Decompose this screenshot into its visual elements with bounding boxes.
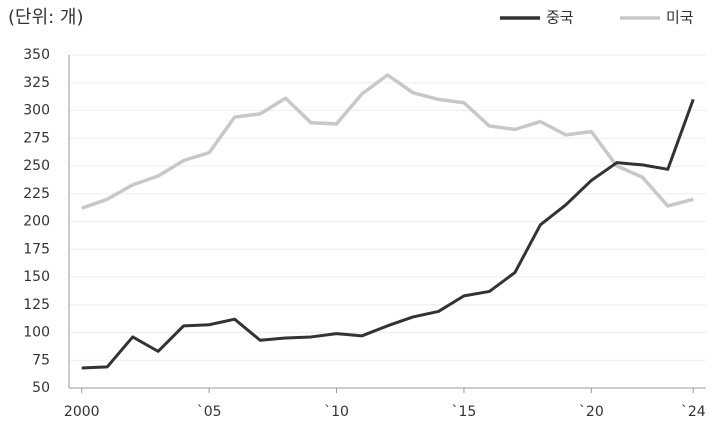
x-tick-label: `24 — [681, 404, 706, 420]
y-tick-label: 175 — [23, 241, 50, 257]
x-tick-label: `15 — [452, 404, 477, 420]
y-tick-label: 350 — [23, 47, 50, 63]
y-tick-label: 200 — [23, 214, 50, 230]
series-line — [81, 73, 694, 210]
unit-label: (단위: 개) — [8, 7, 84, 28]
x-tick-label: `05 — [197, 404, 222, 420]
y-tick-label: 250 — [23, 158, 50, 174]
legend-label: 미국 — [666, 9, 694, 27]
x-tick-label: 2000 — [64, 404, 100, 420]
y-tick-label: 50 — [32, 380, 50, 396]
x-tick-label: `20 — [579, 404, 604, 420]
y-tick-label: 75 — [32, 352, 50, 368]
y-tick-label: 275 — [23, 130, 50, 146]
x-tick-label: `10 — [324, 404, 349, 420]
y-tick-label: 300 — [23, 103, 50, 119]
legend-label: 중국 — [546, 9, 574, 27]
y-tick-label: 100 — [23, 325, 50, 341]
y-tick-label: 150 — [23, 269, 50, 285]
y-tick-label: 125 — [23, 297, 50, 313]
y-tick-label: 325 — [23, 75, 50, 91]
y-tick-label: 225 — [23, 186, 50, 202]
series-line — [81, 98, 695, 370]
